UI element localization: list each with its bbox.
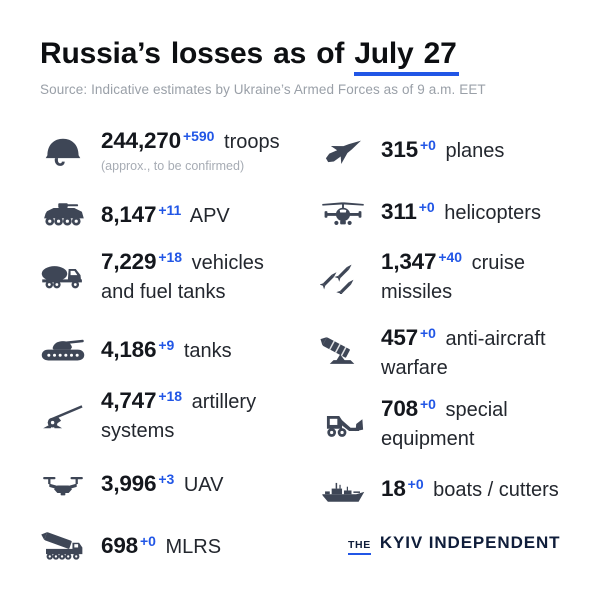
kyiv-independent-logo: THE KYIV INDEPENDENT [348, 533, 560, 555]
source-line: Source: Indicative estimates by Ukraine’… [40, 82, 486, 97]
stat-delta: +0 [419, 396, 436, 412]
stat-label: planes [445, 140, 505, 162]
stat-row-special-equipment: 708 +0 special equipment [318, 395, 567, 453]
stat-label: tanks [183, 340, 232, 362]
title-date-underlined: July 27 [354, 37, 459, 76]
stat-value: 698 [101, 533, 138, 558]
ship-icon [318, 473, 368, 507]
stat-row-apv: 8,147 +11 APV [38, 199, 297, 233]
stat-row-helicopters: 311 +0 helicopters [318, 196, 567, 230]
jet-icon [318, 134, 368, 168]
fuel-truck-icon [38, 260, 88, 294]
stat-label: anti-aircraft warfare [381, 328, 546, 379]
stat-label: UAV [183, 474, 224, 496]
stat-value: 315 [381, 137, 418, 162]
loader-icon [318, 407, 368, 441]
stat-value: 3,996 [101, 471, 157, 496]
tank-icon [38, 334, 88, 368]
stat-row-cruise-missiles: 1,347 +40 cruise missiles [318, 248, 567, 306]
stat-label: cruise missiles [381, 252, 525, 303]
stat-delta: +18 [158, 249, 183, 265]
apv-icon [38, 199, 88, 233]
stat-label: helicopters [444, 202, 541, 224]
helmet-icon [38, 134, 88, 168]
stat-value: 311 [381, 199, 417, 224]
stat-delta: +0 [419, 137, 436, 153]
stat-row-vehicles-and-fuel-tanks: 7,229 +18 vehicles and fuel tanks [38, 248, 297, 306]
stat-value: 4,186 [101, 337, 157, 362]
stat-label: APV [189, 205, 230, 227]
stat-value: 708 [381, 396, 418, 421]
stat-label: artillery systems [101, 391, 257, 442]
helicopter-icon [318, 196, 368, 230]
stat-delta: +0 [418, 199, 435, 215]
stat-row-tanks: 4,186 +9 tanks [38, 334, 297, 368]
stat-row-uav: 3,996 +3 UAV [38, 468, 297, 502]
missiles-icon [318, 260, 368, 294]
stat-value: 1,347 [381, 249, 437, 274]
stat-label: MLRS [165, 536, 222, 558]
stat-delta: +40 [438, 249, 463, 265]
stat-note: (approx., to be confirmed) [101, 159, 245, 173]
stat-row-anti-aircraft-warfare: 457 +0 anti-aircraft warfare [318, 324, 567, 382]
stat-value: 244,270 [101, 128, 181, 153]
stat-delta: +590 [182, 128, 215, 144]
stat-value: 457 [381, 325, 418, 350]
logo-wordmark: KYIV INDEPENDENT [379, 533, 561, 552]
stat-delta: +0 [419, 325, 436, 341]
logo-the: THE [348, 539, 371, 555]
stat-row-mlrs: 698 +0 MLRS [38, 530, 297, 564]
stat-delta: +0 [407, 476, 424, 492]
stat-row-boats-cutters: 18 +0 boats / cutters [318, 473, 567, 507]
stat-label: special equipment [381, 399, 508, 450]
stat-row-troops: 244,270 +590 troops (approx., to be confir… [38, 127, 297, 174]
stat-delta: +3 [158, 471, 175, 487]
artillery-icon [38, 399, 88, 433]
drone-icon [38, 468, 88, 502]
stat-label: troops [224, 131, 280, 153]
stat-row-artillery-systems: 4,747 +18 artillery systems [38, 387, 297, 445]
stat-row-planes: 315 +0 planes [318, 134, 567, 168]
stat-delta: +0 [139, 533, 156, 549]
anti-aircraft-icon [318, 336, 368, 370]
stat-value: 4,747 [101, 388, 157, 413]
mlrs-icon [38, 530, 88, 564]
stat-delta: +11 [158, 202, 182, 218]
stat-delta: +18 [158, 388, 183, 404]
stat-value: 8,147 [101, 202, 157, 227]
stat-value: 18 [381, 476, 406, 501]
stat-delta: +9 [158, 337, 175, 353]
page-title: Russia’s losses as of July 27 [40, 37, 459, 76]
stat-label: boats / cutters [433, 479, 559, 501]
title-prefix: Russia’s losses as of [40, 37, 355, 70]
stat-value: 7,229 [101, 249, 157, 274]
stat-label: vehicles and fuel tanks [101, 252, 264, 303]
